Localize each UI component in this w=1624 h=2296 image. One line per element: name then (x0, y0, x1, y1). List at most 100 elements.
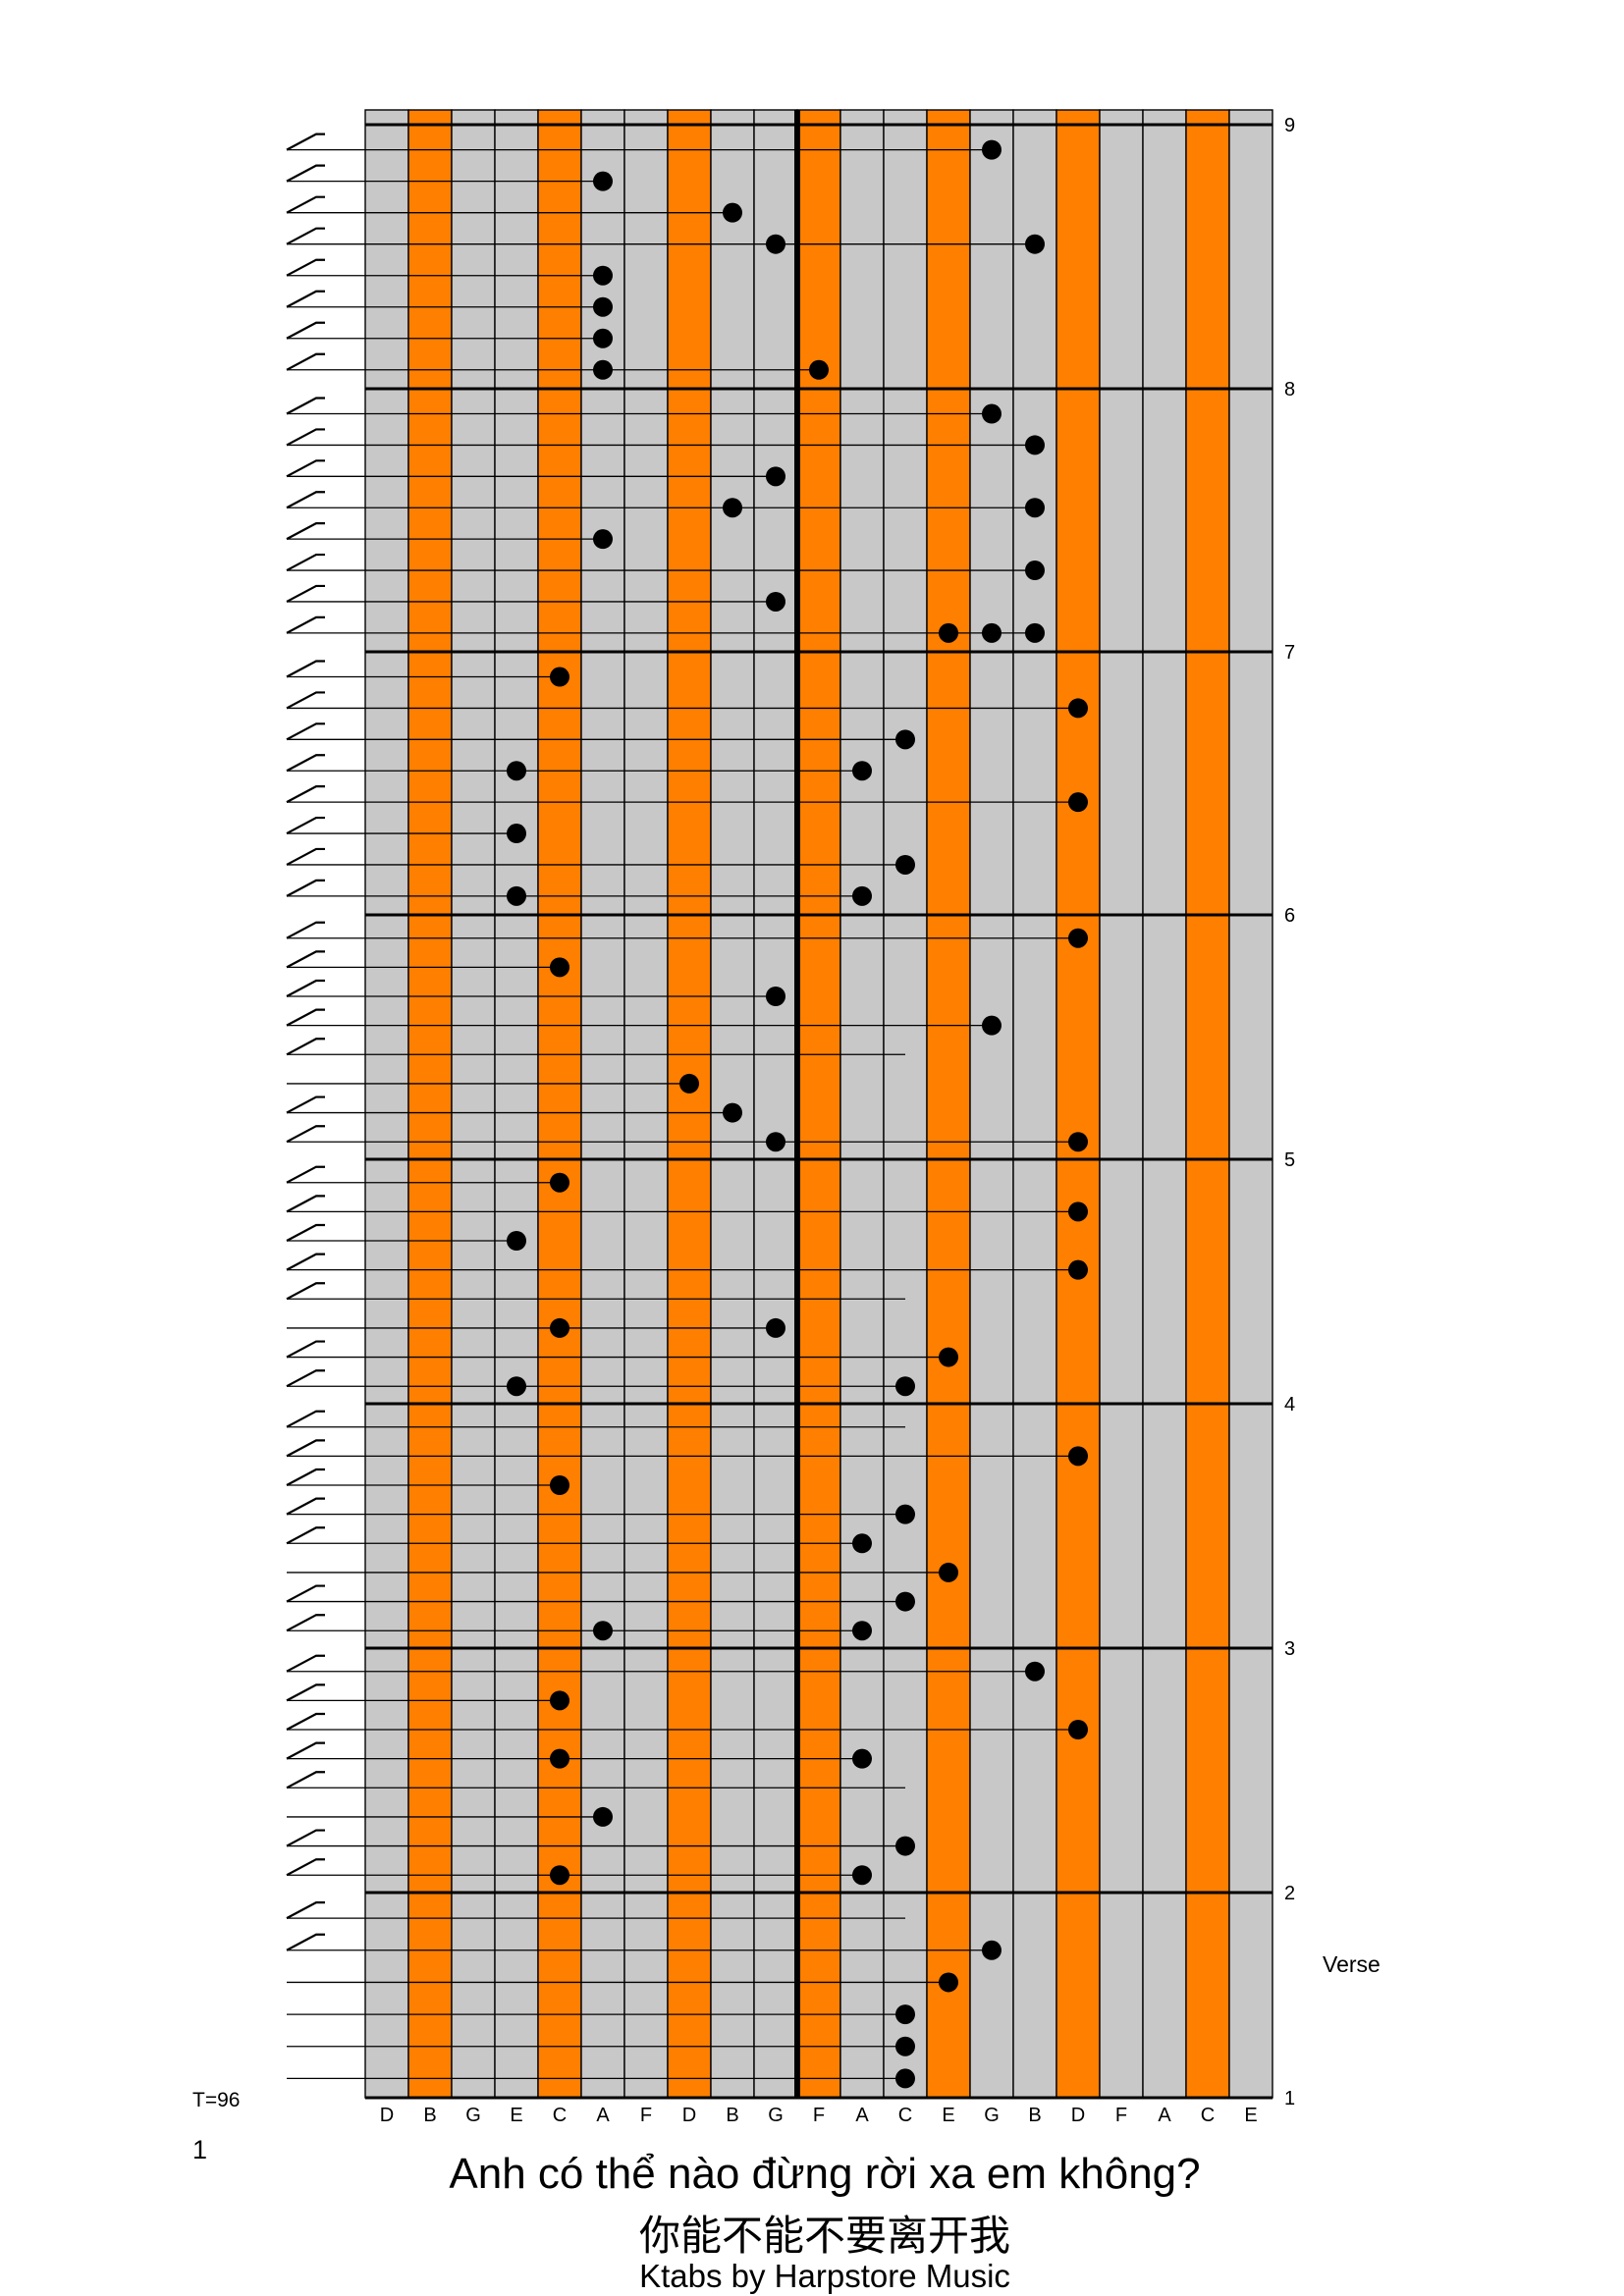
note-dot (593, 529, 613, 550)
note-dot (939, 1562, 958, 1582)
key-label: C (553, 2105, 567, 2126)
note-dot (766, 987, 785, 1006)
key-column-17 (1056, 109, 1101, 2099)
key-column-10 (753, 109, 798, 2099)
note-dot (982, 403, 1001, 424)
eighth-flag (286, 1095, 325, 1114)
page-number: 1 (192, 2135, 208, 2164)
note-dot (895, 2004, 915, 2025)
key-column-8 (667, 109, 712, 2099)
eighth-flag (286, 847, 325, 866)
eighth-flag (286, 553, 325, 572)
note-dot (550, 667, 569, 687)
note-dot (1025, 498, 1045, 518)
eighth-flag (286, 1223, 325, 1242)
eighth-flag (286, 950, 325, 969)
note-dot (895, 729, 915, 750)
note-dot (550, 1865, 569, 1886)
key-label: F (813, 2105, 825, 2126)
eighth-flag (286, 816, 325, 835)
eighth-flag (286, 979, 325, 997)
eighth-flag (286, 1683, 325, 1702)
eighth-flag (286, 1195, 325, 1213)
note-dot (550, 1748, 569, 1769)
eighth-flag (286, 660, 325, 678)
key-column-13 (883, 109, 928, 2099)
eighth-flag (286, 1038, 325, 1056)
note-dot (982, 139, 1001, 160)
note-dot (939, 1347, 958, 1367)
note-dot (593, 265, 613, 286)
eighth-flag (286, 1829, 325, 1847)
eighth-flag (286, 1771, 325, 1789)
note-dot (507, 1376, 526, 1397)
eighth-flag (286, 722, 325, 741)
key-column-21 (1228, 109, 1273, 2099)
key-label: A (1158, 2105, 1171, 2126)
measure-number: 2 (1284, 1883, 1295, 1904)
eighth-flag (286, 1901, 325, 1920)
note-dot (852, 1533, 872, 1554)
note-dot (550, 1690, 569, 1711)
note-dot (852, 1621, 872, 1641)
note-dot (507, 824, 526, 844)
eighth-flag (286, 879, 325, 897)
eighth-flag (286, 1282, 325, 1301)
note-dot (593, 171, 613, 191)
eighth-flag (286, 352, 325, 371)
note-dot (593, 359, 613, 380)
note-dot (1025, 1661, 1045, 1682)
note-dot (852, 885, 872, 906)
note-dot (895, 854, 915, 875)
note-dot (1025, 622, 1045, 643)
eighth-flag (286, 1654, 325, 1673)
note-dot (593, 1806, 613, 1827)
note-dot (1025, 561, 1045, 581)
note-dot (723, 202, 742, 223)
measure-number: 9 (1284, 115, 1295, 136)
measure-number: 3 (1284, 1638, 1295, 1660)
measure-number: 8 (1284, 379, 1295, 400)
note-dot (895, 1376, 915, 1397)
eighth-flag (286, 321, 325, 340)
eighth-flag (286, 227, 325, 245)
note-dot (1068, 792, 1088, 813)
note-dot (1068, 1259, 1088, 1280)
measure-number: 6 (1284, 905, 1295, 927)
key-column-11 (796, 109, 841, 2099)
note-dot (1068, 1446, 1088, 1467)
eighth-flag (286, 615, 325, 634)
eighth-flag (286, 133, 325, 151)
note-dot (507, 1231, 526, 1251)
note-dot (550, 1475, 569, 1495)
eighth-flag (286, 691, 325, 710)
note-dot (723, 1102, 742, 1123)
tempo-label: T=96 (192, 2089, 241, 2111)
eighth-flag (286, 1369, 325, 1388)
note-dot (550, 1172, 569, 1193)
key-column-18 (1099, 109, 1144, 2099)
note-dot (1068, 1201, 1088, 1222)
key-column-5 (537, 109, 582, 2099)
note-dot (679, 1073, 699, 1094)
eighth-flag (286, 1614, 325, 1632)
note-dot (1068, 1132, 1088, 1152)
measure-number: 5 (1284, 1149, 1295, 1171)
eighth-flag (286, 164, 325, 183)
eighth-flag (286, 1497, 325, 1516)
key-column-6 (580, 109, 625, 2099)
key-label: B (423, 2105, 436, 2126)
note-dot (895, 2036, 915, 2056)
note-dot (550, 957, 569, 978)
eighth-flag (286, 491, 325, 509)
eighth-flag (286, 1439, 325, 1458)
key-label: G (768, 2105, 784, 2126)
key-label: B (726, 2105, 738, 2126)
key-label: E (510, 2105, 522, 2126)
note-dot (895, 2068, 915, 2089)
eighth-flag (286, 1008, 325, 1027)
key-column-16 (1012, 109, 1057, 2099)
eighth-flag (286, 1253, 325, 1271)
key-column-15 (969, 109, 1014, 2099)
